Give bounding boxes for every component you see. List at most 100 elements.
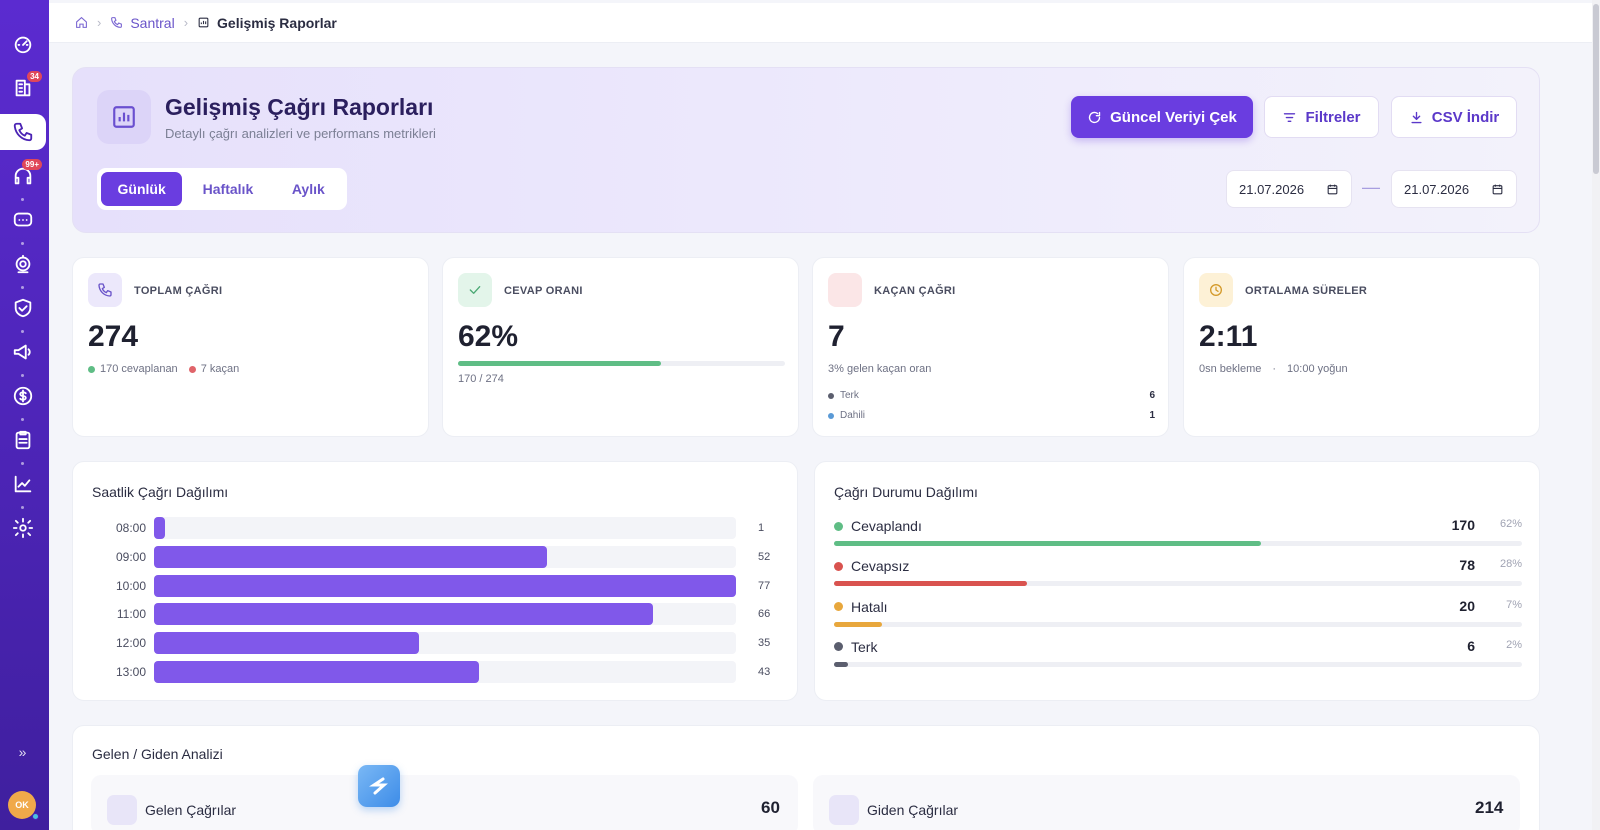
kpi-label: CEVAP ORANI: [504, 285, 583, 297]
hour-bar[interactable]: [154, 661, 479, 683]
breadcrumb-home[interactable]: [75, 16, 88, 29]
status-name: Terk: [851, 638, 878, 655]
sidebar-item-dollar[interactable]: [0, 378, 45, 414]
date-to-input[interactable]: 21.07.2026: [1391, 170, 1517, 208]
status-dot: [834, 642, 843, 652]
sidebar-expand-button[interactable]: »: [18, 744, 27, 760]
notification-badge: 34: [27, 71, 42, 82]
avatar[interactable]: OK: [8, 791, 36, 819]
download-icon: [1411, 111, 1422, 123]
status-bar-fill: [834, 581, 1027, 587]
hour-bar[interactable]: [154, 603, 653, 626]
status-name: Cevapsız: [851, 558, 910, 575]
status-dot: [834, 561, 843, 571]
sidebar: » OK 34 99+: [0, 0, 49, 830]
sidebar-separator-dot: [21, 462, 24, 465]
sidebar-item-chart-line[interactable]: [0, 466, 45, 502]
incoming-calls-card: Gelen Çağrılar 60: [91, 775, 798, 830]
hour-bar-track: [154, 517, 736, 539]
tab-weekly[interactable]: Haftalık: [202, 181, 254, 197]
outgoing-value: 214: [1475, 798, 1504, 817]
refresh-icon: [1088, 111, 1101, 123]
kpi-detail: 0sn bekleme · 10:00 yoğun: [1199, 363, 1348, 375]
status-percent: 7%: [1506, 598, 1522, 611]
tab-monthly[interactable]: Aylık: [291, 181, 325, 197]
hourly-distribution-panel: Saatlik Çağrı Dağılımı 08:00 1 09:00 52 10:0…: [72, 461, 798, 701]
date-from-input[interactable]: 21.07.2026: [1226, 170, 1352, 208]
calendar-icon[interactable]: [1491, 183, 1504, 196]
csv-download-button[interactable]: CSV İndir: [1391, 96, 1517, 138]
missed-breakdown-row: Dahili 1: [828, 410, 1155, 421]
hour-bar[interactable]: [154, 574, 736, 597]
gauge-icon: [14, 36, 31, 54]
sidebar-item-headset[interactable]: 99+: [0, 158, 45, 194]
filter-icon: [1284, 112, 1296, 122]
status-count: 6: [1467, 637, 1475, 654]
kpi-label: TOPLAM ÇAĞRI: [134, 285, 223, 297]
sidebar-item-chat[interactable]: [0, 202, 45, 238]
sidebar-item-phone[interactable]: [0, 114, 46, 150]
kpi-missed-calls: KAÇAN ÇAĞRI 7 3% gelen kaçan oran Terk 6…: [812, 257, 1169, 437]
terk-dot: [828, 392, 834, 399]
kpi-average-durations: ORTALAMA SÜRELER 2:11 0sn bekleme · 10:0…: [1183, 257, 1540, 437]
breadcrumb-separator: ›: [97, 15, 102, 30]
hour-bar[interactable]: [154, 545, 548, 568]
sidebar-item-inbox[interactable]: 34: [0, 70, 45, 106]
kpi-label: KAÇAN ÇAĞRI: [874, 285, 956, 297]
filters-button[interactable]: Filtreler: [1264, 96, 1379, 138]
online-status-dot: [32, 813, 39, 820]
status-bar-track: [834, 621, 1522, 627]
panel-title: Gelen / Giden Analizi: [92, 746, 223, 762]
kpi-value: 7: [828, 320, 845, 353]
sidebar-item-camera[interactable]: [0, 246, 45, 282]
breadcrumb: › Santral › Gelişmiş Raporlar: [49, 3, 1600, 43]
status-bar-fill: [834, 621, 883, 627]
headset-icon: [14, 167, 31, 185]
kpi-detail: 170 / 274: [458, 373, 504, 385]
sidebar-item-megaphone[interactable]: [0, 334, 45, 370]
check-icon: [458, 273, 492, 307]
chat-icon: [13, 212, 32, 227]
calendar-icon[interactable]: [1326, 183, 1339, 196]
sidebar-item-gear[interactable]: [0, 510, 45, 546]
breadcrumb-santral[interactable]: Santral: [110, 15, 175, 31]
sidebar-item-gauge[interactable]: [0, 26, 45, 62]
sidebar-separator-dot: [21, 330, 24, 333]
app-logo-icon[interactable]: [358, 765, 400, 807]
hour-value: 35: [758, 637, 771, 650]
hour-bar-row: 08:00 1: [93, 517, 779, 539]
refresh-data-button[interactable]: Güncel Veriyi Çek: [1071, 96, 1253, 138]
hour-label: 12:00: [115, 636, 146, 651]
hour-label: 11:00: [116, 607, 146, 622]
sidebar-item-shield[interactable]: [0, 290, 45, 326]
tab-daily[interactable]: Günlük: [101, 172, 183, 206]
missed-call-icon: [828, 273, 862, 307]
hour-value: 66: [758, 608, 771, 621]
kpi-breakdown: 170 cevaplanan 7 kaçan: [88, 363, 239, 375]
shield-icon: [14, 298, 31, 318]
status-name: Hatalı: [851, 598, 888, 615]
sidebar-item-clipboard[interactable]: [0, 422, 45, 458]
page-scrollbar[interactable]: [1592, 0, 1600, 830]
phone-icon: [111, 17, 123, 28]
hour-bar-row: 12:00 35: [93, 632, 779, 655]
status-bar-track: [834, 581, 1522, 587]
hour-label: 08:00: [115, 521, 146, 535]
hour-label: 10:00: [115, 578, 146, 593]
dahili-dot: [828, 412, 834, 419]
status-dot: [834, 521, 843, 531]
hour-value: 1: [758, 522, 765, 534]
hour-bar[interactable]: [154, 517, 165, 539]
notification-badge: 99+: [22, 159, 42, 170]
status-row: Hatalı 20 7%: [834, 598, 1522, 632]
report-header: Gelişmiş Çağrı Raporları Detaylı çağrı a…: [72, 67, 1540, 233]
kpi-detail: 3% gelen kaçan oran: [828, 363, 932, 375]
status-row: Cevaplandı 170 62%: [834, 517, 1522, 551]
sidebar-separator-dot: [21, 242, 24, 245]
breadcrumb-separator: ›: [183, 15, 189, 30]
scrollbar-thumb[interactable]: [1593, 4, 1599, 174]
breadcrumb-current: Gelişmiş Raporlar: [197, 15, 337, 31]
bar-chart-icon: [97, 90, 151, 144]
hour-bar[interactable]: [154, 632, 419, 655]
panel-title: Saatlik Çağrı Dağılımı: [92, 484, 229, 500]
